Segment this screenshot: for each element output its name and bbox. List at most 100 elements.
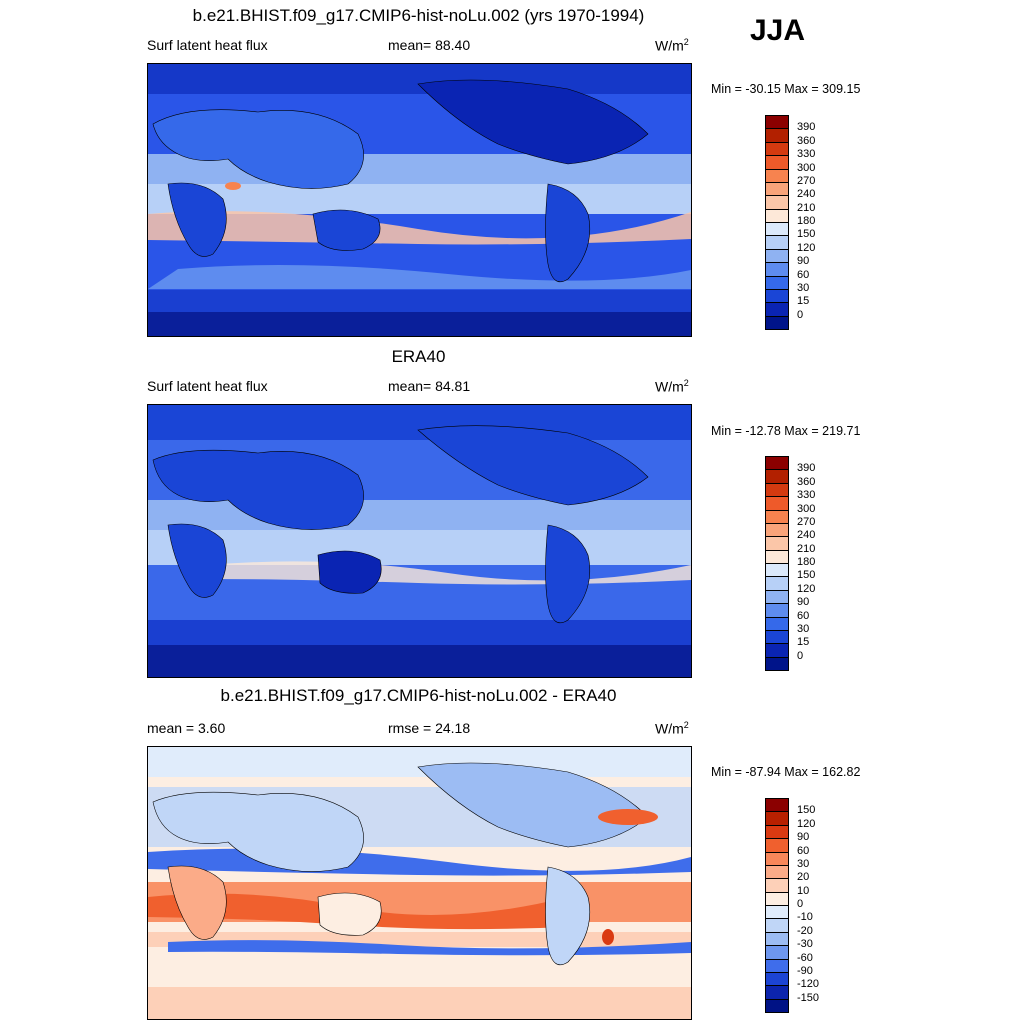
colorbar-tick-label: 330 <box>797 148 816 161</box>
colorbar-swatch <box>765 918 789 933</box>
colorbar-swatch <box>765 536 789 551</box>
panel2-title: ERA40 <box>391 347 446 366</box>
colorbar-tick-label: -20 <box>797 924 813 937</box>
colorbar-tick-label: 20 <box>797 871 810 884</box>
colorbar-swatch <box>765 616 789 631</box>
colorbar-swatch <box>765 656 789 671</box>
colorbar-tick-label: 390 <box>797 462 816 475</box>
colorbar-tick-label: 15 <box>797 295 810 308</box>
panel2-mean-label: mean= 84.81 <box>388 378 471 394</box>
colorbar-tick-label: 180 <box>797 215 816 227</box>
colorbar-swatch <box>765 603 789 617</box>
colorbar-tick-label: 90 <box>797 596 810 609</box>
colorbar-swatch <box>765 891 789 906</box>
colorbar-swatch <box>765 115 789 129</box>
colorbar-tick-label: 0 <box>797 308 804 321</box>
colorbar-tick-label: 150 <box>797 569 816 582</box>
panel1-colorbar: 390 360 330 300 270 240 210 180 150 120 90 60 30 15 0 <box>765 115 845 330</box>
colorbar-swatch <box>765 315 789 330</box>
colorbar-swatch <box>765 576 789 591</box>
colorbar-swatch <box>765 811 789 826</box>
colorbar-swatch <box>765 195 789 210</box>
colorbar-swatch <box>765 248 789 263</box>
colorbar-tick-label: 300 <box>797 502 816 515</box>
panel3-map <box>147 746 692 1020</box>
colorbar-tick-label: 60 <box>797 609 810 622</box>
colorbar-swatch <box>765 262 789 276</box>
colorbar-tick-label: 390 <box>797 121 816 134</box>
colorbar-tick-label: 120 <box>797 582 816 595</box>
panel1-units: W/m2 <box>655 37 689 54</box>
colorbar-swatch <box>765 456 789 470</box>
colorbar-tick-label: 240 <box>797 529 816 542</box>
colorbar-swatch <box>765 128 789 143</box>
colorbar-swatch <box>765 931 789 946</box>
colorbar-tick-label: 300 <box>797 161 816 174</box>
colorbar-swatch <box>765 181 789 196</box>
colorbar-tick-label: 60 <box>797 268 810 281</box>
panel2-map <box>147 404 692 678</box>
colorbar-tick-label: -90 <box>797 964 813 977</box>
colorbar-tick-label: -120 <box>797 978 820 991</box>
colorbar-swatch <box>765 155 789 169</box>
colorbar-swatch <box>765 522 789 537</box>
colorbar-tick-label: 10 <box>797 884 810 897</box>
colorbar-swatch <box>765 509 789 524</box>
colorbar-tick-label: 210 <box>797 542 816 555</box>
colorbar-swatch <box>765 958 789 973</box>
colorbar-tick-label: -10 <box>797 911 813 924</box>
colorbar-swatch <box>765 798 789 812</box>
colorbar-tick-label: 330 <box>797 489 816 502</box>
colorbar-swatch <box>765 288 789 303</box>
panel2-variable-label: Surf latent heat flux <box>147 378 268 394</box>
colorbar-tick-label: 0 <box>797 898 804 910</box>
colorbar-tick-label: 0 <box>797 649 804 662</box>
colorbar-tick-label: 30 <box>797 281 810 294</box>
panel3-title: b.e21.BHIST.f09_g17.CMIP6-hist-noLu.002 … <box>220 686 617 705</box>
panel1-title: b.e21.BHIST.f09_g17.CMIP6-hist-noLu.002 … <box>192 6 645 25</box>
colorbar-tick-label: 30 <box>797 622 810 635</box>
colorbar-tick-label: 150 <box>797 228 816 241</box>
colorbar-swatch <box>765 168 789 183</box>
colorbar-swatch <box>765 222 789 236</box>
colorbar-swatch <box>765 589 789 604</box>
colorbar-tick-label: -30 <box>797 938 813 951</box>
colorbar-tick-label: 90 <box>797 831 810 844</box>
colorbar-swatch <box>765 905 789 919</box>
panel1-map <box>147 63 692 337</box>
colorbar-swatch <box>765 851 789 866</box>
colorbar-tick-label: 360 <box>797 134 816 147</box>
colorbar-tick-label: 150 <box>797 804 816 817</box>
colorbar-tick-label: 30 <box>797 857 810 870</box>
colorbar-tick-label: 90 <box>797 255 810 268</box>
colorbar-swatch <box>765 998 789 1013</box>
season-label: JJA <box>750 14 806 47</box>
colorbar-swatch <box>765 482 789 497</box>
colorbar-tick-label: -150 <box>797 991 820 1004</box>
colorbar-swatch <box>765 563 789 577</box>
panel3-minmax: Min = -87.94 Max = 162.82 <box>711 765 861 779</box>
colorbar-tick-label: 120 <box>797 241 816 254</box>
colorbar-tick-label: 120 <box>797 817 816 830</box>
panel2-units: W/m2 <box>655 378 689 395</box>
colorbar-swatch <box>765 235 789 250</box>
panel2-minmax: Min = -12.78 Max = 219.71 <box>711 424 861 438</box>
colorbar-tick-label: 210 <box>797 201 816 214</box>
colorbar-tick-label: 240 <box>797 188 816 201</box>
colorbar-swatch <box>765 643 789 658</box>
panel1-minmax: Min = -30.15 Max = 309.15 <box>711 82 861 96</box>
colorbar-swatch <box>765 302 789 317</box>
colorbar-tick-label: 15 <box>797 636 810 649</box>
colorbar-tick-label: -60 <box>797 951 813 964</box>
colorbar-swatch <box>765 469 789 484</box>
colorbar-swatch <box>765 496 789 510</box>
panel3-rmse-label: rmse = 24.18 <box>388 720 471 736</box>
colorbar-swatch <box>765 838 789 852</box>
colorbar-swatch <box>765 945 789 959</box>
colorbar-swatch <box>765 275 789 290</box>
panel3-units: W/m2 <box>655 720 689 737</box>
colorbar-swatch <box>765 141 789 156</box>
colorbar-swatch <box>765 985 789 1000</box>
colorbar-tick-label: 180 <box>797 556 816 568</box>
panel3-mean-label: mean = 3.60 <box>147 720 226 736</box>
